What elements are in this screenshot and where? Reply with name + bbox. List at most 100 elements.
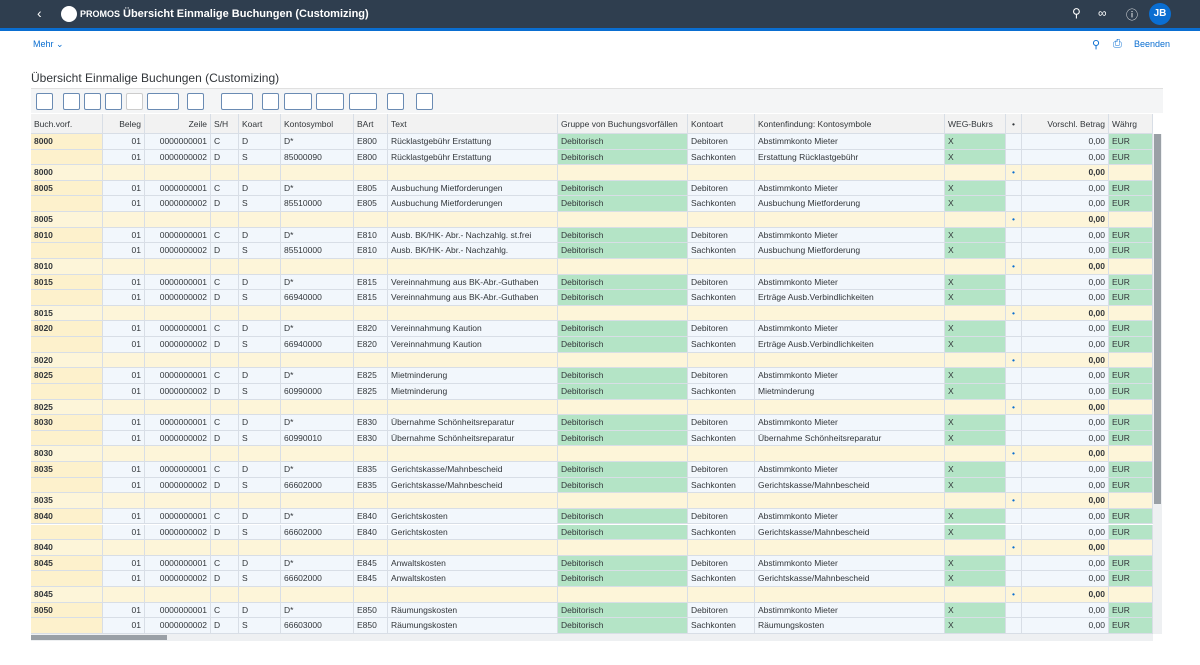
subtotal-mark: • [1006,352,1022,369]
subtotal-cell [388,586,558,603]
table-cell: D [239,180,281,197]
subtotal-cell [239,212,281,228]
table-cell: Debitorisch [558,196,688,213]
group-key: 8015 [31,274,103,291]
table-cell: S [239,337,281,353]
table-cell: 0,00 [1022,321,1109,338]
v-scroll-thumb[interactable] [1154,134,1161,504]
table-cell: Übernahme Schönheitsreparatur [388,430,558,447]
search-button[interactable]: ⚲ [1092,39,1101,51]
tool-button[interactable] [187,93,204,110]
table-cell: Ausbuchung Mietforderungen [388,180,558,197]
table-cell: Debitoren [688,134,755,150]
table-cell: EUR [1109,571,1153,587]
table-cell: 0000000001 [145,134,211,150]
tool-button[interactable] [63,93,80,110]
table-cell: D [211,430,239,447]
tool-button[interactable] [36,93,53,110]
table-cell: Abstimmkonto Mieter [755,368,945,384]
subtotal-mark: • [1006,212,1022,228]
tool-button[interactable] [349,93,377,110]
table-cell: 85510000 [281,196,354,213]
subtotal-cell [281,540,354,556]
table-cell: D* [281,602,354,619]
subtotal-cell [354,586,388,603]
v-scrollbar [1153,134,1162,634]
table-cell: C [211,555,239,572]
table-cell: D [211,571,239,587]
table-cell: 0000000001 [145,462,211,478]
table-cell: 0000000002 [145,337,211,353]
table-cell: 66602000 [281,524,354,541]
table-cell: EUR [1109,555,1153,572]
subtotal-cell [281,212,354,228]
table-cell: C [211,180,239,197]
table-cell: D [239,227,281,244]
h-scroll-thumb[interactable] [31,635,167,640]
subtotal-cell [354,352,388,369]
table-cell: S [239,618,281,634]
table-cell: EUR [1109,196,1153,213]
subtotal-amount: 0,00 [1022,493,1109,509]
table-cell: 01 [103,180,145,197]
print-button[interactable]: ⎙ [1113,38,1122,50]
tool-button[interactable] [105,93,122,110]
tool-button[interactable] [147,93,179,110]
table-cell: Debitoren [688,602,755,619]
table-cell: C [211,227,239,244]
empty-cell [1006,477,1022,494]
back-button[interactable]: ‹ [37,5,42,21]
empty-cell [1006,368,1022,384]
subtotal-cell [281,399,354,416]
table-cell: 0000000002 [145,383,211,400]
table-cell: 0000000002 [145,243,211,259]
tool-button[interactable] [316,93,344,110]
table-cell: 0000000002 [145,571,211,587]
subtotal-cell [281,493,354,509]
subtotal-mark: • [1006,258,1022,275]
table-cell: X [945,149,1006,166]
subtotal-mark: • [1006,586,1022,603]
subtotal-cell [145,446,211,462]
subtotal-cell [239,540,281,556]
table-cell: EUR [1109,227,1153,244]
subtotal-cell [558,305,688,322]
binoculars-icon[interactable]: ∞ [1098,6,1107,20]
table-cell: 0,00 [1022,524,1109,541]
tool-button[interactable] [284,93,312,110]
more-button[interactable]: Mehr ⌄ [33,39,64,49]
tool-button[interactable] [416,93,433,110]
table-cell: D [239,368,281,384]
tool-button[interactable] [221,93,253,110]
table-cell: X [945,134,1006,150]
tool-button[interactable] [84,93,101,110]
subtotal-cell [945,352,1006,369]
help-icon[interactable]: ⓘ [1126,8,1139,22]
empty-cell [1006,618,1022,634]
exit-button[interactable]: Beenden [1134,39,1171,49]
subtotal-cell [1109,493,1153,509]
table-cell: 0000000001 [145,274,211,291]
subtotal-cell [1109,212,1153,228]
tool-button[interactable] [387,93,404,110]
group-key-cell [31,524,103,541]
table-cell: 01 [103,602,145,619]
table-cell: S [239,243,281,259]
subtotal-cell [211,165,239,181]
table-cell: 01 [103,477,145,494]
tool-button[interactable] [126,93,143,110]
table-cell: EUR [1109,321,1153,338]
subtotal-cell [1109,305,1153,322]
tool-button[interactable] [262,93,279,110]
table-cell: Debitoren [688,508,755,525]
table-cell: S [239,149,281,166]
subtotal-cell [145,258,211,275]
subtotal-cell [755,352,945,369]
subtotal-key: 8035 [31,493,103,509]
table-cell: X [945,555,1006,572]
search-icon[interactable]: ⚲ [1072,6,1081,20]
table-cell: Abstimmkonto Mieter [755,134,945,150]
subtotal-cell [945,258,1006,275]
avatar[interactable]: JB [1149,3,1171,25]
table-cell: 0000000002 [145,477,211,494]
